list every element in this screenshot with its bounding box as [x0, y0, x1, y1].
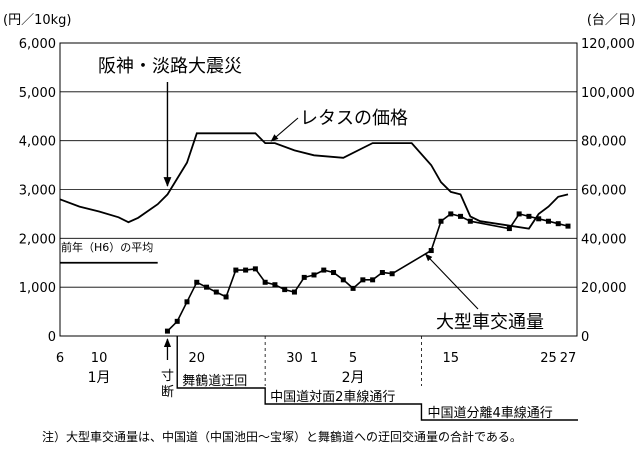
- traffic-point: [311, 272, 317, 278]
- traffic-point: [565, 223, 571, 229]
- lettuce-price-arrow: [270, 117, 299, 142]
- traffic-point: [291, 289, 297, 295]
- left-tick-label: 1,000: [19, 281, 56, 296]
- traffic-point: [516, 211, 522, 217]
- axes: 6,0005,0004,0003,0002,0001,0000120,00010…: [3, 13, 636, 386]
- annotation-chugoku-4lane: 中国道分離4車線通行: [427, 405, 552, 421]
- gridlines: [60, 91, 577, 288]
- right-tick-label: 40,000: [581, 232, 627, 247]
- traffic-point: [536, 216, 542, 222]
- left-tick-label: 4,000: [19, 135, 56, 150]
- x-tick-label: 10: [91, 351, 108, 366]
- annotation-chugoku-2lane: 中国道対面2車線通行: [270, 389, 395, 405]
- traffic-point: [350, 285, 356, 291]
- traffic-point: [438, 218, 444, 224]
- traffic-point: [272, 282, 278, 288]
- left-axis-unit: (円／10kg): [3, 13, 71, 28]
- traffic-point: [526, 213, 532, 219]
- traffic-point: [555, 221, 561, 227]
- traffic-point: [213, 289, 219, 295]
- x-tick-label: 6: [56, 351, 64, 366]
- phase-step-line: [176, 336, 578, 421]
- annotation-heavy-traffic: 大型車交通量: [436, 312, 544, 333]
- left-tick-label: 6,000: [19, 37, 56, 52]
- traffic-point: [321, 267, 327, 273]
- month-label: 2月: [342, 370, 365, 386]
- traffic-point: [252, 266, 258, 272]
- traffic-point: [282, 287, 288, 293]
- traffic-point: [467, 218, 473, 224]
- right-tick-label: 120,000: [581, 37, 635, 52]
- series-lettuce-price-line: [59, 132, 569, 230]
- traffic-point: [360, 277, 366, 283]
- annotation-lettuce-price: レタスの価格: [300, 108, 408, 129]
- traffic-point: [262, 279, 268, 285]
- traffic-point: [428, 248, 434, 254]
- traffic-point: [184, 299, 190, 305]
- footnote: 注）大型車交通量は、中国道（中国池田～宝塚）と舞鶴道への迂回交通量の合計である。: [42, 429, 522, 444]
- traffic-point: [340, 277, 346, 283]
- traffic-point: [164, 328, 170, 334]
- traffic-point: [545, 218, 551, 224]
- annotation-quake: 阪神・淡路大震災: [98, 56, 242, 77]
- traffic-point: [370, 277, 376, 283]
- annotation-maizuru-detour: 舞鶴道迂回: [182, 373, 247, 389]
- x-tick-label: 1: [310, 351, 318, 366]
- traffic-point: [194, 279, 200, 285]
- right-tick-label: 0: [581, 330, 589, 345]
- traffic-point: [448, 211, 454, 217]
- left-tick-label: 2,000: [19, 232, 56, 247]
- left-tick-label: 3,000: [19, 184, 56, 199]
- traffic-point: [379, 270, 385, 276]
- x-tick-label: 15: [442, 351, 459, 366]
- annotation-prev-year-average: 前年（H6）の平均: [61, 240, 153, 254]
- left-tick-label: 5,000: [19, 86, 56, 101]
- traffic-point: [233, 267, 239, 273]
- x-tick-label: 25: [540, 351, 557, 366]
- traffic-point: [243, 267, 249, 273]
- traffic-point: [389, 271, 395, 277]
- x-tick-label: 5: [349, 351, 357, 366]
- x-tick-label: 20: [188, 351, 205, 366]
- right-tick-label: 80,000: [581, 135, 627, 150]
- traffic-point: [458, 213, 464, 219]
- heavy-traffic-arrow: [424, 253, 479, 310]
- right-axis-unit: (台／日): [587, 13, 636, 28]
- traffic-point: [301, 274, 307, 280]
- month-label: 1月: [88, 370, 111, 386]
- traffic-point: [204, 284, 210, 290]
- series-layer: [59, 132, 571, 334]
- x-tick-label: 27: [560, 351, 577, 366]
- left-tick-label: 0: [48, 330, 56, 345]
- x-tick-label: 30: [286, 351, 303, 366]
- annotation-cut-off-2: 断: [161, 385, 174, 400]
- traffic-point: [331, 270, 337, 276]
- right-tick-label: 20,000: [581, 281, 627, 296]
- traffic-point: [174, 318, 180, 324]
- traffic-point: [506, 226, 512, 232]
- plot-frame: [59, 42, 578, 337]
- plot-border: [59, 42, 578, 337]
- right-tick-label: 100,000: [581, 86, 635, 101]
- traffic-point: [223, 294, 229, 300]
- annotation-cut-off-1: 寸: [161, 369, 174, 384]
- right-tick-label: 60,000: [581, 184, 627, 199]
